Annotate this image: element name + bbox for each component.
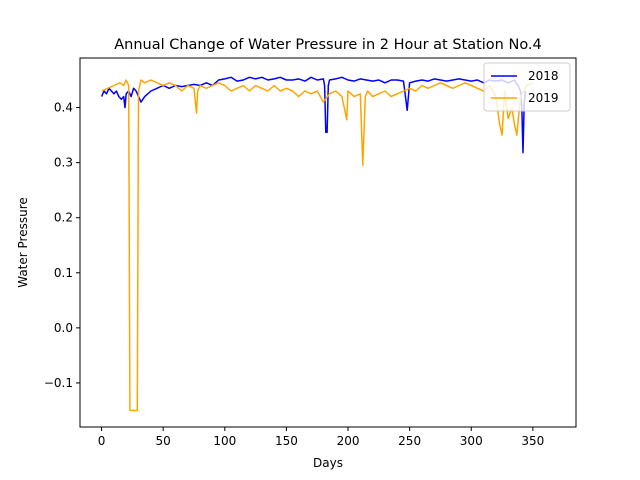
- y-axis-title: Water Pressure: [16, 197, 30, 288]
- x-tick-label: 100: [213, 434, 236, 448]
- x-axis-ticks: 0 50 100 150 200 250 300 350: [98, 427, 544, 448]
- x-tick-label: 50: [156, 434, 171, 448]
- x-axis-title: Days: [313, 456, 343, 470]
- plot-frame: [79, 57, 577, 428]
- series-layer: [100, 76, 534, 412]
- series-line-2018: [100, 76, 527, 154]
- x-tick-label: 300: [460, 434, 483, 448]
- y-tick-label: 0.1: [54, 266, 73, 280]
- x-tick-label: 350: [521, 434, 544, 448]
- y-tick-label: 0.3: [54, 156, 73, 170]
- x-tick-label: 150: [275, 434, 298, 448]
- y-tick-label: 0.0: [54, 321, 73, 335]
- y-axis-ticks: −0.1 0.0 0.1 0.2 0.3 0.4: [44, 101, 80, 390]
- series-line-2019: [101, 79, 534, 412]
- y-tick-label: 0.2: [54, 211, 73, 225]
- legend-label-2019: 2019: [528, 91, 559, 105]
- y-tick-label: 0.4: [54, 101, 73, 115]
- x-tick-label: 250: [398, 434, 421, 448]
- x-tick-label: 0: [98, 434, 106, 448]
- chart-title: Annual Change of Water Pressure in 2 Hou…: [114, 37, 542, 53]
- legend: 2018 2019: [483, 62, 571, 112]
- plot-area: [79, 57, 577, 428]
- legend-box: [483, 62, 571, 112]
- legend-label-2018: 2018: [528, 69, 559, 83]
- x-tick-label: 200: [337, 434, 360, 448]
- y-tick-label: −0.1: [44, 376, 73, 390]
